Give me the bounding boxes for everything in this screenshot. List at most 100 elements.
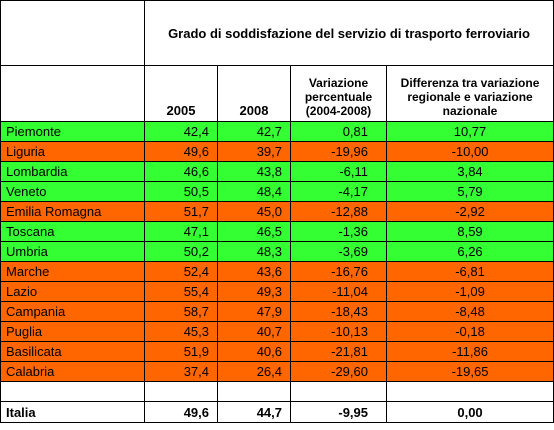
value-2008: 42,7 bbox=[217, 121, 291, 142]
region-name: Umbria bbox=[0, 241, 145, 262]
variation-value: -29,60 bbox=[290, 361, 387, 382]
total-2005: 49,6 bbox=[144, 401, 218, 423]
total-variation: -9,95 bbox=[290, 401, 387, 423]
region-name: Liguria bbox=[0, 141, 145, 162]
difference-value: 3,84 bbox=[385, 161, 554, 182]
value-2005: 52,4 bbox=[144, 261, 218, 282]
region-name: Campania bbox=[0, 301, 145, 322]
empty-cell bbox=[217, 381, 291, 402]
value-2005: 58,7 bbox=[144, 301, 218, 322]
difference-value: -11,86 bbox=[385, 341, 554, 362]
variation-value: -12,88 bbox=[290, 201, 387, 222]
value-2005: 46,6 bbox=[144, 161, 218, 182]
variation-value: -6,11 bbox=[290, 161, 387, 182]
table-row: Basilicata 51,9 40,6 -21,81 -11,86 bbox=[0, 341, 554, 362]
value-2005: 45,3 bbox=[144, 321, 218, 342]
region-name: Calabria bbox=[0, 361, 145, 382]
difference-value: 5,79 bbox=[385, 181, 554, 202]
region-name: Basilicata bbox=[0, 341, 145, 362]
table-row: Veneto 50,5 48,4 -4,17 5,79 bbox=[0, 181, 554, 202]
value-2005: 37,4 bbox=[144, 361, 218, 382]
variation-value: 0,81 bbox=[290, 121, 387, 142]
value-2005: 51,9 bbox=[144, 341, 218, 362]
title-row: Grado di soddisfazione del servizio di t… bbox=[0, 0, 554, 66]
table-row: Marche 52,4 43,6 -16,76 -6,81 bbox=[0, 261, 554, 282]
value-2008: 48,3 bbox=[217, 241, 291, 262]
table-row: Piemonte 42,4 42,7 0,81 10,77 bbox=[0, 121, 554, 142]
table-row: Puglia 45,3 40,7 -10,13 -0,18 bbox=[0, 321, 554, 342]
variation-value: -4,17 bbox=[290, 181, 387, 202]
table-row: Emilia Romagna 51,7 45,0 -12,88 -2,92 bbox=[0, 201, 554, 222]
region-header-cell bbox=[0, 65, 145, 122]
table-row: Campania 58,7 47,9 -18,43 -8,48 bbox=[0, 301, 554, 322]
variation-value: -18,43 bbox=[290, 301, 387, 322]
variation-value: -16,76 bbox=[290, 261, 387, 282]
difference-value: -6,81 bbox=[385, 261, 554, 282]
total-label: Italia bbox=[0, 401, 145, 423]
value-2008: 39,7 bbox=[217, 141, 291, 162]
table-row: Toscana 47,1 46,5 -1,36 8,59 bbox=[0, 221, 554, 242]
variation-value: -10,13 bbox=[290, 321, 387, 342]
header-variation: Variazione percentuale (2004-2008) bbox=[290, 65, 387, 122]
value-2008: 40,6 bbox=[217, 341, 291, 362]
difference-value: 8,59 bbox=[385, 221, 554, 242]
difference-value: 10,77 bbox=[385, 121, 554, 142]
difference-value: -19,65 bbox=[385, 361, 554, 382]
spacer-row bbox=[0, 381, 554, 402]
empty-cell bbox=[144, 381, 218, 402]
value-2005: 49,6 bbox=[144, 141, 218, 162]
value-2008: 40,7 bbox=[217, 321, 291, 342]
table-row: Liguria 49,6 39,7 -19,96 -10,00 bbox=[0, 141, 554, 162]
difference-value: -8,48 bbox=[385, 301, 554, 322]
table-row: Lazio 55,4 49,3 -11,04 -1,09 bbox=[0, 281, 554, 302]
value-2005: 47,1 bbox=[144, 221, 218, 242]
region-name: Marche bbox=[0, 261, 145, 282]
header-2005: 2005 bbox=[144, 65, 218, 122]
total-difference: 0,00 bbox=[385, 401, 554, 423]
value-2008: 43,8 bbox=[217, 161, 291, 182]
region-name: Lombardia bbox=[0, 161, 145, 182]
empty-cell bbox=[290, 381, 387, 402]
value-2008: 48,4 bbox=[217, 181, 291, 202]
value-2005: 55,4 bbox=[144, 281, 218, 302]
difference-value: -0,18 bbox=[385, 321, 554, 342]
region-name: Toscana bbox=[0, 221, 145, 242]
value-2008: 43,6 bbox=[217, 261, 291, 282]
table-title: Grado di soddisfazione del servizio di t… bbox=[143, 0, 554, 66]
variation-value: -1,36 bbox=[290, 221, 387, 242]
value-2008: 46,5 bbox=[217, 221, 291, 242]
table-row: Calabria 37,4 26,4 -29,60 -19,65 bbox=[0, 361, 554, 382]
region-name: Emilia Romagna bbox=[0, 201, 145, 222]
variation-value: -19,96 bbox=[290, 141, 387, 162]
value-2005: 42,4 bbox=[144, 121, 218, 142]
header-difference: Differenza tra variazione regionale e va… bbox=[385, 65, 554, 122]
value-2008: 49,3 bbox=[217, 281, 291, 302]
table-row: Umbria 50,2 48,3 -3,69 6,26 bbox=[0, 241, 554, 262]
value-2005: 51,7 bbox=[144, 201, 218, 222]
value-2005: 50,5 bbox=[144, 181, 218, 202]
region-name: Puglia bbox=[0, 321, 145, 342]
total-2008: 44,7 bbox=[217, 401, 291, 423]
difference-value: 6,26 bbox=[385, 241, 554, 262]
corner-cell bbox=[0, 0, 145, 66]
column-header-row: 2005 2008 Variazione percentuale (2004-2… bbox=[0, 65, 554, 122]
value-2005: 50,2 bbox=[144, 241, 218, 262]
value-2008: 47,9 bbox=[217, 301, 291, 322]
variation-value: -21,81 bbox=[290, 341, 387, 362]
value-2008: 45,0 bbox=[217, 201, 291, 222]
empty-cell bbox=[0, 381, 145, 402]
region-name: Lazio bbox=[0, 281, 145, 302]
variation-value: -11,04 bbox=[290, 281, 387, 302]
variation-value: -3,69 bbox=[290, 241, 387, 262]
table-row: Lombardia 46,6 43,8 -6,11 3,84 bbox=[0, 161, 554, 182]
value-2008: 26,4 bbox=[217, 361, 291, 382]
difference-value: -10,00 bbox=[385, 141, 554, 162]
header-2008: 2008 bbox=[217, 65, 291, 122]
region-name: Piemonte bbox=[0, 121, 145, 142]
region-name: Veneto bbox=[0, 181, 145, 202]
empty-cell bbox=[385, 381, 554, 402]
difference-value: -1,09 bbox=[385, 281, 554, 302]
difference-value: -2,92 bbox=[385, 201, 554, 222]
total-row: Italia 49,6 44,7 -9,95 0,00 bbox=[0, 401, 554, 423]
